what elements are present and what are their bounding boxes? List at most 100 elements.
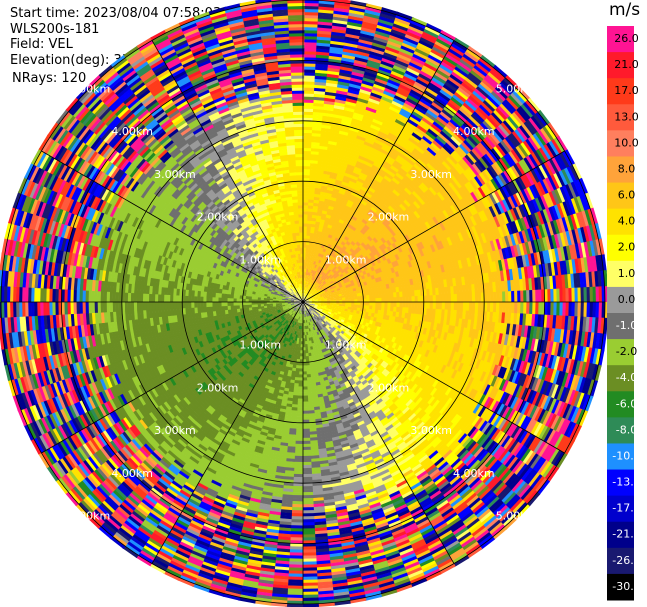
ppi-gate [437,113,451,125]
ppi-gate [426,295,431,303]
ppi-gate [334,217,341,223]
ppi-gate [416,142,428,153]
ppi-gate [450,302,455,311]
ppi-gate [409,58,426,69]
ppi-gate [414,126,427,137]
ppi-gate [489,292,494,303]
ppi-gate [347,18,365,25]
ppi-gate [307,208,314,212]
ppi-gate [396,56,412,66]
ppi-gate [416,124,429,135]
ppi-gate [345,166,355,173]
ppi-gate [314,245,319,250]
ppi-gate [502,291,506,304]
ppi-gate [307,259,310,264]
ppi-gate [304,265,308,269]
ppi-gate [310,159,319,164]
ppi-gate [358,126,371,134]
ppi-gate [333,156,343,163]
ppi-gate [446,50,463,63]
ppi-gate [386,111,399,120]
ppi-gate [303,180,310,185]
ppi-gate [312,270,316,274]
ppi-gate [429,104,443,115]
ppi-gate [418,39,435,50]
ppi-gate [428,106,441,118]
ppi-gate [306,290,309,294]
ppi-gate [432,120,445,132]
ppi-gate [310,153,320,158]
ppi-gate [358,202,367,209]
ppi-gate [361,166,372,174]
ppi-gate [372,86,386,94]
ppi-gate [398,83,413,93]
ppi-gate [339,203,347,209]
ppi-gate [303,202,309,206]
ppi-gate [427,128,440,139]
ppi-gate [312,287,316,291]
ppi-gate [303,63,317,67]
ppi-gate [348,158,358,165]
ppi-gate [317,230,323,236]
ppi-gate [451,71,466,83]
ppi-gate [339,127,351,134]
ppi-gate [404,160,415,169]
ppi-gate [352,212,360,219]
ppi-gate [306,232,311,236]
ppi-gate [313,202,320,207]
ppi-gate [398,167,409,176]
ppi-gate [303,226,308,230]
ppi-gate [400,107,413,117]
ppi-gate [349,3,368,10]
ppi-gate [348,129,360,136]
ppi-gate [311,129,322,134]
ppi-gate [306,287,308,291]
ppi-gate [464,76,480,90]
ppi-gate [460,81,476,95]
ppi-gate [346,94,359,102]
ppi-gate [351,117,363,125]
ppi-gate [499,291,503,304]
ppi-gate [306,294,310,298]
ppi-gate [405,31,423,41]
ppi-gate [396,302,400,308]
ppi-gate [340,183,349,190]
ppi-gate [303,75,317,79]
ppi-gate [304,280,307,285]
ppi-gate [345,33,361,40]
ppi-gate [365,202,373,210]
ppi-gate [361,218,369,225]
ppi-gate [314,193,321,198]
ppi-gate [313,96,326,101]
ppi-gate [445,103,459,116]
ppi-gate [303,123,314,128]
ppi-gate [366,103,379,111]
ppi-gate [303,60,317,64]
ppi-gate [410,113,423,123]
ppi-gate [444,81,459,93]
ppi-gate [305,280,308,285]
ppi-gate [336,211,343,217]
ppi-gate [364,109,377,117]
ppi-gate [305,290,308,294]
ppi-gate [403,102,416,112]
ppi-gate [316,215,322,220]
ppi-gate [439,111,453,123]
ppi-gate [331,119,343,125]
ppi-gate [390,28,408,38]
ppi-gate [357,215,364,222]
ppi-gate [316,268,320,273]
ppi-gate [327,67,342,73]
ppi-gate [398,50,414,60]
ppi-gate [395,139,406,149]
ppi-gate [414,145,426,155]
ppi-gate [346,24,363,31]
ppi-gate [333,7,351,13]
ppi-gate [310,223,316,228]
ppi-gate [308,291,311,295]
ppi-gate [303,220,308,224]
ppi-gate [465,48,482,62]
ppi-gate [402,39,419,49]
ppi-gate [303,186,310,191]
ppi-gate [345,225,352,232]
